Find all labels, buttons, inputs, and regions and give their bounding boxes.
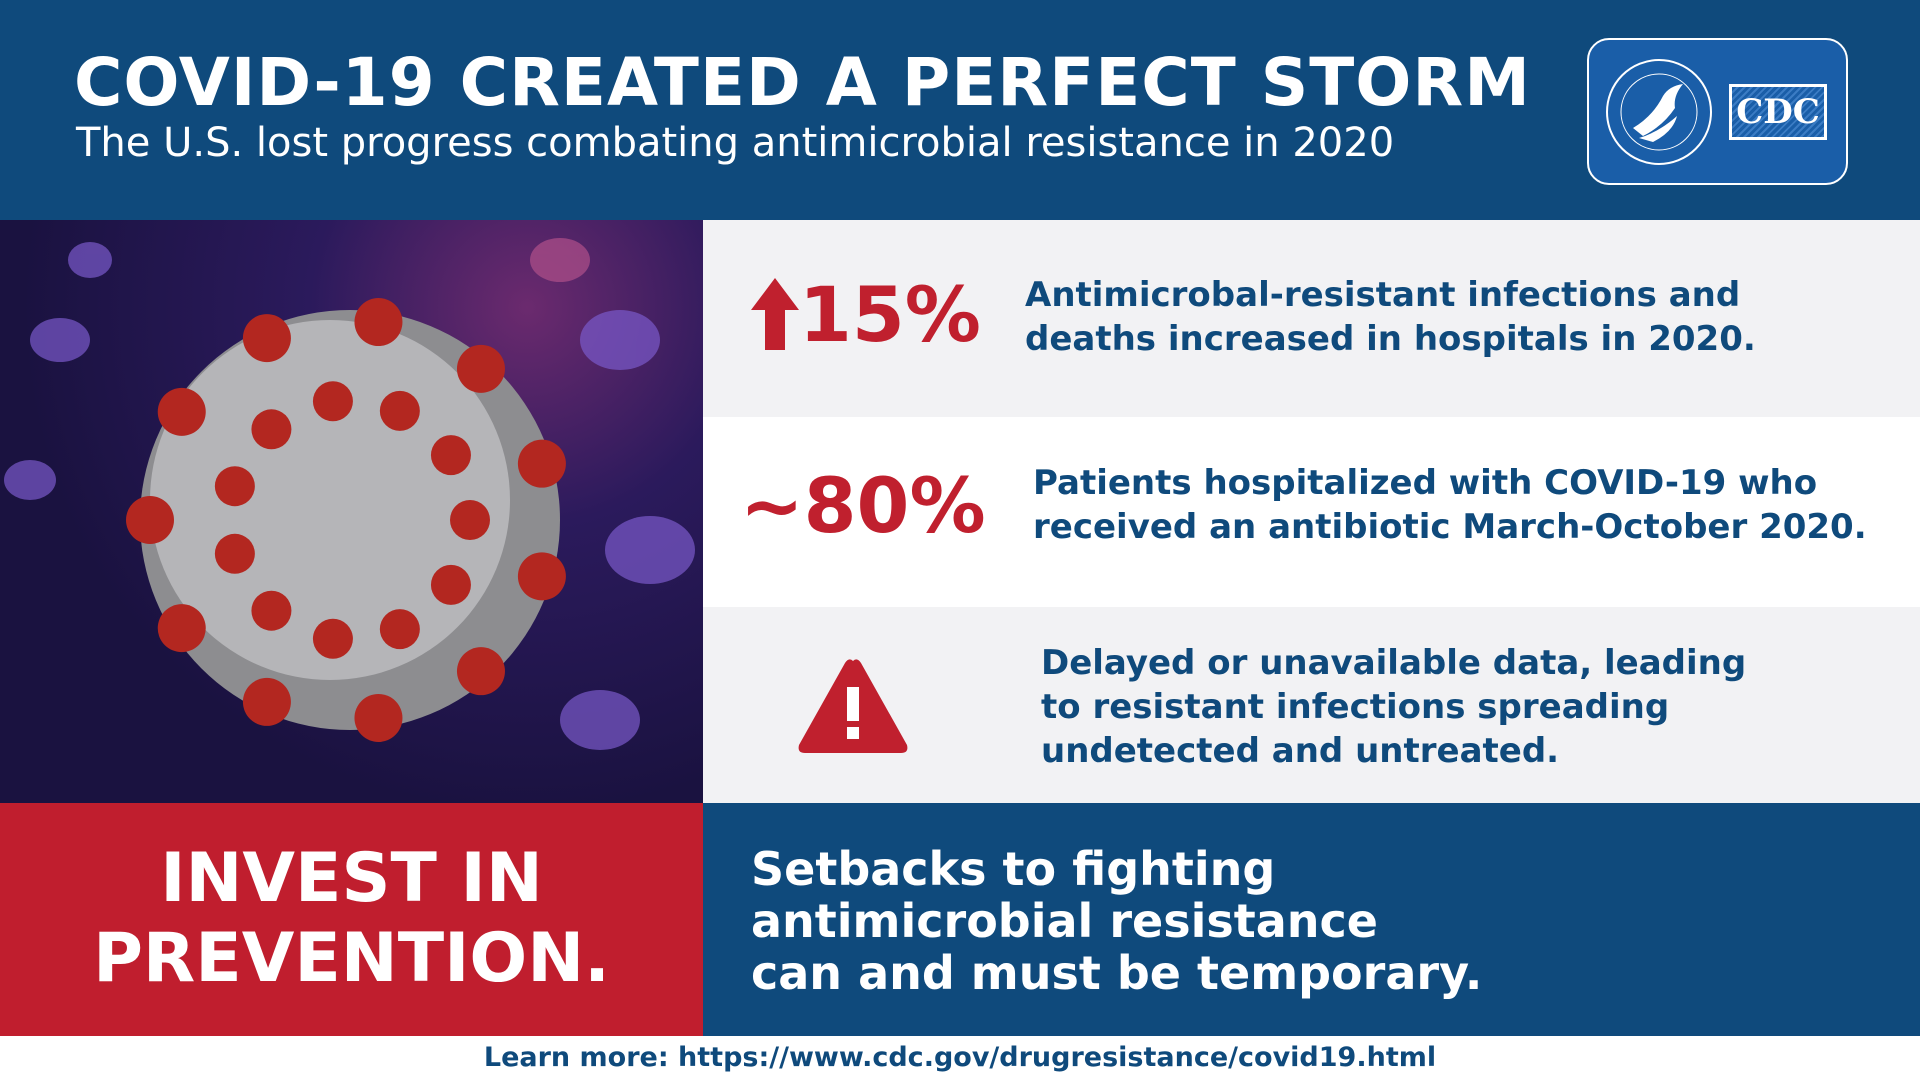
arrow-up-icon	[751, 278, 799, 350]
text-line: Delayed or unavailable data, leading	[1041, 643, 1747, 683]
stat-description: Patients hospitalized with COVID-19 who …	[1033, 461, 1867, 549]
stat-value: 15%	[799, 270, 981, 359]
page-subtitle: The U.S. lost progress combating antimic…	[76, 120, 1395, 166]
stat-row-data: Delayed or unavailable data, leading to …	[703, 607, 1920, 803]
invest-in-prevention: INVEST IN PREVENTION.	[0, 803, 703, 1036]
cta-line: INVEST IN	[160, 839, 543, 918]
text-line: to resistant infections spreading	[1041, 687, 1670, 727]
text-line: undetected and untreated.	[1041, 731, 1560, 771]
text-line: deaths increased in hospitals in 2020.	[1025, 319, 1756, 359]
warning-icon	[798, 659, 908, 753]
text-line: Antimicrobal-resistant infections and	[1025, 275, 1741, 315]
text-line: Patients hospitalized with COVID-19 who	[1033, 463, 1818, 503]
hhs-seal-icon	[1606, 59, 1712, 165]
learn-more-link[interactable]: Learn more: https://www.cdc.gov/drugresi…	[483, 1042, 1437, 1073]
message-line: Setbacks to fighting	[751, 842, 1276, 896]
message-line: antimicrobial resistance	[751, 894, 1378, 948]
coronavirus-image	[0, 220, 703, 803]
cdc-wordmark: CDC	[1729, 84, 1827, 140]
setbacks-message: Setbacks to fighting antimicrobial resis…	[703, 803, 1920, 1036]
page-title: COVID-19 CREATED A PERFECT STORM	[74, 44, 1531, 121]
cta-line: PREVENTION.	[93, 919, 610, 998]
stat-description: Delayed or unavailable data, leading to …	[1041, 641, 1746, 773]
stat-row-antibiotic: ~80% Patients hospitalized with COVID-19…	[703, 417, 1920, 607]
header: COVID-19 CREATED A PERFECT STORM The U.S…	[0, 0, 1920, 220]
stat-value: ~80%	[740, 461, 986, 550]
message-line: can and must be temporary.	[751, 946, 1483, 1000]
text-line: received an antibiotic March-October 202…	[1033, 507, 1867, 547]
stat-row-increase: 15% Antimicrobal-resistant infections an…	[703, 220, 1920, 417]
stat-description: Antimicrobal-resistant infections and de…	[1025, 273, 1756, 361]
cdc-hhs-logo: CDC	[1587, 38, 1848, 185]
